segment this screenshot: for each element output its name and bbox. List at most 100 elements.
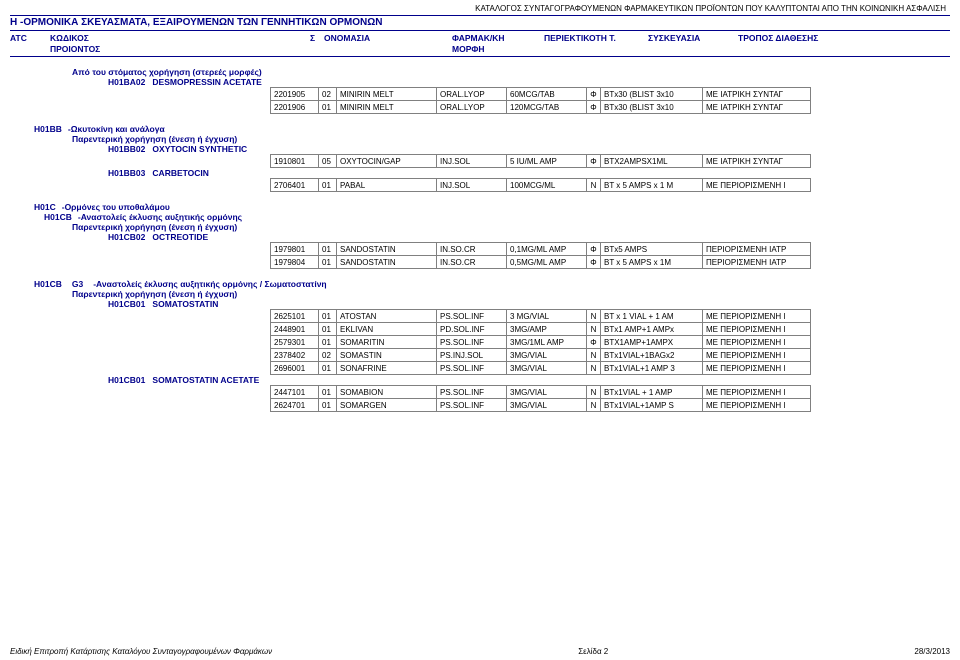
cell-seq: 05 [319,155,337,168]
cell-pack: BT x 1 VIAL + 1 AM [601,310,703,323]
cell-class: N [587,349,601,362]
admin-route: Παρεντερική χορήγηση (ένεση ή έγχυση) [72,289,960,299]
cell-name: SANDOSTATIN [337,243,437,256]
cell-class: Φ [587,243,601,256]
cell-form: INJ.SOL [437,179,507,192]
cell-disp: ΠΕΡΙΟΡΙΣΜΕΝΗ ΙΑΤΡ [703,256,811,269]
table-row: 191080105OXYTOCIN/GAPINJ.SOL5 IU/ML AMPΦ… [271,155,811,168]
cell-name: SOMABION [337,386,437,399]
cell-disp: ΜΕ ΙΑΤΡΙΚΗ ΣΥΝΤΑΓ [703,101,811,114]
column-subheaders: ΠΡΟΙΟΝΤΟΣ ΜΟΡΦΗ [10,44,950,54]
cell-strength: 60MCG/TAB [507,88,587,101]
section-h-title: H -ΟΡΜΟΝΙΚΑ ΣΚΕΥΑΣΜΑΤΑ, ΕΞΑΙΡΟΥΜΕΝΩΝ ΤΩΝ… [10,17,950,28]
table-row: 244710101SOMABIONPS.SOL.INF3MG/VIALNBTx1… [271,386,811,399]
drug-code: H01CB01 SOMATOSTATIN ACETATE [108,375,960,385]
cell-form: ORAL.LYOP [437,101,507,114]
cell-class: N [587,362,601,375]
table-row: 269600101SONAFRINEPS.SOL.INF3MG/VIALNBTx… [271,362,811,375]
cell-class: N [587,386,601,399]
cell-seq: 01 [319,243,337,256]
col-atc: ATC [10,33,50,43]
cell-form: PD.SOL.INF [437,323,507,336]
cell-code: 2625101 [271,310,319,323]
cell-strength: 0,5MG/ML AMP [507,256,587,269]
cell-seq: 01 [319,336,337,349]
cell-class: Φ [587,155,601,168]
cell-code: 2378402 [271,349,319,362]
cell-name: EKLIVAN [337,323,437,336]
cell-seq: 02 [319,88,337,101]
table-row: 262470101SOMARGENPS.SOL.INF3MG/VIALNBTx1… [271,399,811,412]
cell-strength: 3MG/VIAL [507,349,587,362]
footer-date: 28/3/2013 [914,647,950,656]
cell-strength: 3MG/VIAL [507,386,587,399]
cell-form: IN.SO.CR [437,256,507,269]
cell-strength: 3MG/1ML AMP [507,336,587,349]
drug-code: H01CB01 SOMATOSTATIN [108,299,960,309]
cell-name: SOMARGEN [337,399,437,412]
admin-route: Από του στόματος χορήγηση (στερεές μορφέ… [72,67,960,77]
cell-name: SANDOSTATIN [337,256,437,269]
cell-code: 2706401 [271,179,319,192]
table-row: 262510101ATOSTANPS.SOL.INF3 MG/VIALNBT x… [271,310,811,323]
col-name: ΟΝΟΜΑΣΙΑ [324,33,452,43]
col-form: ΦΑΡΜΑΚ/ΚΗ [452,33,544,43]
drug-code: H01BB03 CARBETOCIN [108,168,960,178]
column-headers: ATC ΚΩΔΙΚΟΣ Σ ΟΝΟΜΑΣΙΑ ΦΑΡΜΑΚ/ΚΗ ΠΕΡΙΕΚΤ… [10,33,950,43]
category-badge: H01BB-Ωκυτοκίνη και ανάλογα [34,124,960,134]
data-table: 270640101PABALINJ.SOL100MCG/MLNBT x 5 AM… [270,178,811,192]
cell-code: 2448901 [271,323,319,336]
col-pack: ΣΥΣΚΕΥΑΣΙΑ [648,33,738,43]
cell-form: PS.INJ.SOL [437,349,507,362]
cell-code: 2696001 [271,362,319,375]
table-row: 220190502MINIRIN MELTORAL.LYOP60MCG/TABΦ… [271,88,811,101]
cell-class: N [587,323,601,336]
cell-code: 2579301 [271,336,319,349]
data-table: 220190502MINIRIN MELTORAL.LYOP60MCG/TABΦ… [270,87,811,114]
divider [10,15,950,16]
cell-form: INJ.SOL [437,155,507,168]
col-code: ΚΩΔΙΚΟΣ [50,33,310,43]
cell-code: 2201905 [271,88,319,101]
cell-class: Φ [587,256,601,269]
cell-seq: 01 [319,101,337,114]
cell-pack: BT x 5 AMPS x 1M [601,256,703,269]
cell-disp: ΜΕ ΠΕΡΙΟΡΙΣΜΕΝΗ Ι [703,399,811,412]
cell-class: N [587,179,601,192]
g3-badge: H01CBG3-Αναστολείς έκλυσης αυξητικής ορμ… [34,279,960,289]
cell-strength: 3 MG/VIAL [507,310,587,323]
cell-pack: BTx30 (BLIST 3x10 [601,101,703,114]
cell-pack: BTX1AMP+1AMPX [601,336,703,349]
drug-code: H01CB02 OCTREOTIDE [108,232,960,242]
cell-name: SOMARITIN [337,336,437,349]
cell-class: Φ [587,88,601,101]
cell-code: 2624701 [271,399,319,412]
cell-pack: BTx30 (BLIST 3x10 [601,88,703,101]
cell-disp: ΜΕ ΠΕΡΙΟΡΙΣΜΕΝΗ Ι [703,349,811,362]
table-row: 270640101PABALINJ.SOL100MCG/MLNBT x 5 AM… [271,179,811,192]
cell-pack: BTX2AMPSX1ML [601,155,703,168]
cell-seq: 01 [319,310,337,323]
cell-seq: 01 [319,386,337,399]
cell-seq: 01 [319,323,337,336]
cell-form: PS.SOL.INF [437,336,507,349]
cell-form: IN.SO.CR [437,243,507,256]
cell-disp: ΜΕ ΠΕΡΙΟΡΙΣΜΕΝΗ Ι [703,386,811,399]
cell-class: N [587,310,601,323]
cell-disp: ΠΕΡΙΟΡΙΣΜΕΝΗ ΙΑΤΡ [703,243,811,256]
table-row: 197980101SANDOSTATININ.SO.CR0,1MG/ML AMP… [271,243,811,256]
cell-code: 1979804 [271,256,319,269]
table-row: 220190601MINIRIN MELTORAL.LYOP120MCG/TAB… [271,101,811,114]
drug-code: H01BB02 OXYTOCIN SYNTHETIC [108,144,960,154]
table-row: 257930101SOMARITINPS.SOL.INF3MG/1ML AMPΦ… [271,336,811,349]
cell-disp: ΜΕ ΠΕΡΙΟΡΙΣΜΕΝΗ Ι [703,310,811,323]
cell-form: PS.SOL.INF [437,399,507,412]
cell-disp: ΜΕ ΙΑΤΡΙΚΗ ΣΥΝΤΑΓ [703,88,811,101]
cell-strength: 100MCG/ML [507,179,587,192]
data-table: 244710101SOMABIONPS.SOL.INF3MG/VIALNBTx1… [270,385,811,412]
cell-name: MINIRIN MELT [337,101,437,114]
cell-strength: 3MG/VIAL [507,399,587,412]
col-disp: ΤΡΟΠΟΣ ΔΙΑΘΕΣΗΣ [738,33,848,43]
page-footer: Ειδική Επιτροπή Κατάρτισης Καταλόγου Συν… [10,647,950,656]
cell-seq: 01 [319,179,337,192]
